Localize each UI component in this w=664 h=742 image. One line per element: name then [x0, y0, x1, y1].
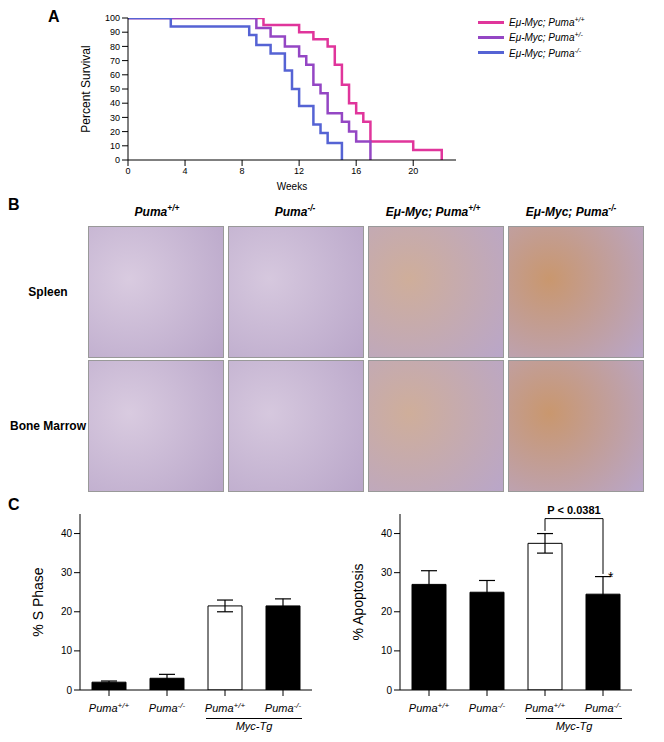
- svg-text:0: 0: [386, 685, 392, 696]
- html-text:Eμ-Myc; Puma-/-: Eμ-Myc; Puma-/-: [525, 203, 617, 219]
- svg-text:70: 70: [110, 56, 120, 66]
- svg-text:Puma-/-: Puma-/-: [469, 701, 506, 714]
- svg-text:16: 16: [351, 166, 361, 176]
- svg-text:12: 12: [294, 166, 304, 176]
- svg-text:% S Phase: % S Phase: [30, 567, 46, 636]
- svg-text:% Apoptosis: % Apoptosis: [350, 563, 366, 640]
- svg-text:8: 8: [240, 166, 245, 176]
- svg-text:4: 4: [183, 166, 188, 176]
- svg-text:*: *: [608, 569, 614, 585]
- svg-text:10: 10: [381, 645, 393, 656]
- html-text:Bone Marrow: Bone Marrow: [10, 419, 86, 433]
- html-text:A: A: [48, 8, 60, 25]
- svg-text:40: 40: [61, 528, 73, 539]
- svg-text:Puma+/+: Puma+/+: [89, 701, 130, 714]
- svg-text:100: 100: [105, 13, 120, 23]
- svg-text:30: 30: [381, 567, 393, 578]
- svg-text:40: 40: [110, 98, 120, 108]
- html-text:C: C: [8, 496, 20, 513]
- svg-text:10: 10: [110, 141, 120, 151]
- html-text:Eμ-Myc; Puma+/-: Eμ-Myc; Puma+/-: [509, 31, 583, 44]
- svg-text:Puma+/+: Puma+/+: [409, 701, 450, 714]
- svg-text:P < 0.0381: P < 0.0381: [547, 504, 600, 516]
- svg-text:Puma+/+: Puma+/+: [205, 701, 246, 714]
- svg-text:60: 60: [110, 70, 120, 80]
- svg-text:Weeks: Weeks: [277, 181, 307, 192]
- html-text:Puma+/+: Puma+/+: [134, 203, 180, 219]
- svg-text:10: 10: [61, 645, 73, 656]
- svg-text:20: 20: [110, 127, 120, 137]
- html-text:B: B: [8, 196, 20, 213]
- svg-text:20: 20: [61, 606, 73, 617]
- svg-text:20: 20: [381, 606, 393, 617]
- svg-text:Puma+/+: Puma+/+: [525, 701, 566, 714]
- svg-text:Percent Survival: Percent Survival: [79, 45, 93, 132]
- html-text:Myc-Tg: Myc-Tg: [555, 720, 593, 732]
- svg-text:0: 0: [125, 166, 130, 176]
- svg-text:20: 20: [408, 166, 418, 176]
- svg-text:50: 50: [110, 84, 120, 94]
- svg-text:90: 90: [110, 27, 120, 37]
- html-text:Myc-Tg: Myc-Tg: [235, 720, 273, 732]
- html-text:Eμ-Myc; Puma+/+: Eμ-Myc; Puma+/+: [509, 16, 585, 29]
- svg-text:Puma-/-: Puma-/-: [149, 701, 186, 714]
- svg-text:0: 0: [66, 685, 72, 696]
- html-text:Spleen: Spleen: [28, 285, 68, 299]
- svg-text:0: 0: [115, 155, 120, 165]
- html-text:Eμ-Myc; Puma-/-: Eμ-Myc; Puma-/-: [509, 46, 582, 59]
- svg-text:30: 30: [61, 567, 73, 578]
- svg-text:Puma-/-: Puma-/-: [585, 701, 622, 714]
- svg-text:30: 30: [110, 113, 120, 123]
- svg-text:40: 40: [381, 528, 393, 539]
- svg-text:80: 80: [110, 42, 120, 52]
- html-text:Eμ-Myc; Puma+/+: Eμ-Myc; Puma+/+: [385, 203, 481, 219]
- html-text:Puma-/-: Puma-/-: [274, 203, 316, 219]
- svg-text:Puma-/-: Puma-/-: [265, 701, 302, 714]
